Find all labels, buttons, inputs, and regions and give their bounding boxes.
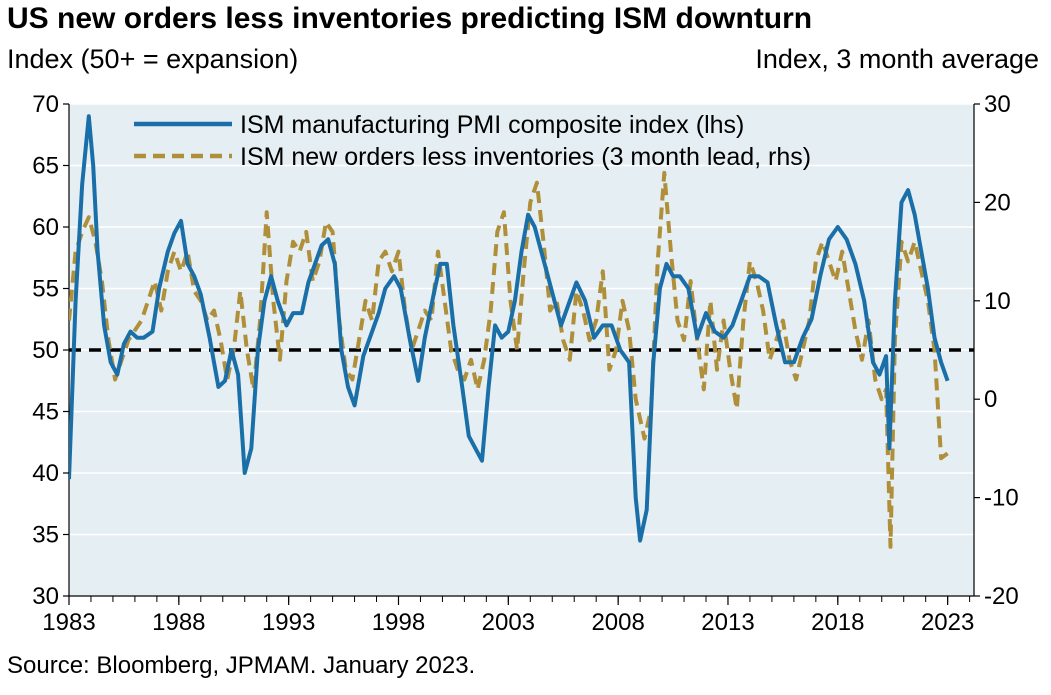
chart-title: US new orders less inventories predictin… [7, 2, 813, 35]
x-tick-label-0: 1983 [42, 609, 95, 636]
legend-label-0: ISM manufacturing PMI composite index (l… [240, 111, 744, 139]
series-line-1 [69, 170, 949, 549]
right-tick-label-5: 30 [984, 91, 1011, 118]
left-axis-subtitle: Index (50+ = expansion) [7, 44, 299, 74]
legend-label-1: ISM new orders less inventories (3 month… [240, 143, 811, 171]
x-tick-label-1: 1988 [152, 609, 205, 636]
x-tick-label-5: 2008 [591, 609, 644, 636]
right-axis-subtitle: Index, 3 month average [755, 44, 1039, 74]
x-tick-label-7: 2018 [811, 609, 864, 636]
x-tick-label-2: 1993 [262, 609, 315, 636]
left-tick-label-2: 40 [32, 460, 59, 487]
left-tick-label-3: 45 [32, 399, 59, 426]
left-tick-label-1: 35 [32, 522, 59, 549]
x-tick-label-4: 2003 [482, 609, 535, 636]
right-tick-label-3: 10 [984, 288, 1011, 315]
right-tick-label-2: 0 [984, 386, 997, 413]
source-note: Source: Bloomberg, JPMAM. January 2023. [7, 652, 476, 679]
left-tick-label-7: 65 [32, 153, 59, 180]
series-line-0 [69, 114, 950, 543]
x-tick-label-6: 2013 [701, 609, 754, 636]
x-tick-label-3: 1998 [372, 609, 425, 636]
right-tick-label-4: 20 [984, 189, 1011, 216]
left-tick-label-5: 55 [32, 276, 59, 303]
right-tick-label-0: -20 [984, 583, 1019, 610]
left-tick-label-0: 30 [32, 583, 59, 610]
x-tick-label-8: 2023 [921, 609, 974, 636]
left-tick-label-6: 60 [32, 214, 59, 241]
left-tick-label-4: 50 [32, 337, 59, 364]
right-tick-label-1: -10 [984, 485, 1019, 512]
left-tick-label-8: 70 [32, 91, 59, 118]
